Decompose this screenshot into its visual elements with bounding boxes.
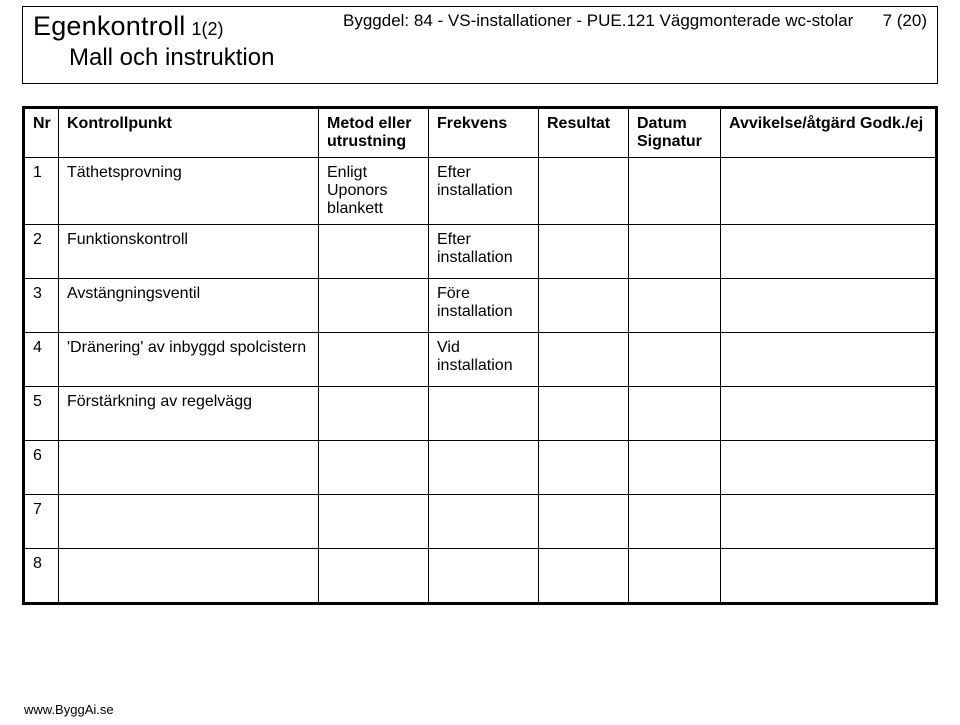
cell-metod <box>319 279 429 333</box>
page-number: 7 (20) <box>883 11 927 31</box>
cell-metod <box>319 387 429 441</box>
cell-dat <box>629 279 721 333</box>
cell-nr: 6 <box>25 441 59 495</box>
subtitle: Mall och instruktion <box>69 44 927 72</box>
cell-dat <box>629 158 721 225</box>
cell-nr: 2 <box>25 225 59 279</box>
page-root: Egenkontroll 1(2) Byggdel: 84 - VS-insta… <box>0 6 960 725</box>
cell-frek: Före installation <box>429 279 539 333</box>
cell-avv <box>721 225 936 279</box>
cell-metod <box>319 333 429 387</box>
cell-metod <box>319 549 429 603</box>
th-avvikelse: Avvikelse/åtgärd Godk./ej <box>721 109 936 158</box>
table-row: 5 Förstärkning av regelvägg <box>25 387 936 441</box>
cell-metod: Enligt Uponors blankett <box>319 158 429 225</box>
cell-avv <box>721 279 936 333</box>
th-metod: Metod eller utrustning <box>319 109 429 158</box>
cell-res <box>539 333 629 387</box>
cell-res <box>539 549 629 603</box>
cell-kp <box>59 549 319 603</box>
cell-avv <box>721 549 936 603</box>
control-table: Nr Kontrollpunkt Metod eller utrustning … <box>24 108 936 603</box>
cell-frek <box>429 549 539 603</box>
table-row: 6 <box>25 441 936 495</box>
cell-res <box>539 495 629 549</box>
cell-kp: Förstärkning av regelvägg <box>59 387 319 441</box>
table-row: 4 'Dränering' av inbyggd spolcistern Vid… <box>25 333 936 387</box>
th-kontrollpunkt: Kontrollpunkt <box>59 109 319 158</box>
cell-kp: Funktionskontroll <box>59 225 319 279</box>
cell-kp <box>59 495 319 549</box>
table-header-row: Nr Kontrollpunkt Metod eller utrustning … <box>25 109 936 158</box>
cell-kp: 'Dränering' av inbyggd spolcistern <box>59 333 319 387</box>
cell-avv <box>721 158 936 225</box>
cell-frek <box>429 387 539 441</box>
th-frekvens: Frekvens <box>429 109 539 158</box>
cell-nr: 4 <box>25 333 59 387</box>
cell-dat <box>629 495 721 549</box>
cell-nr: 1 <box>25 158 59 225</box>
th-nr: Nr <box>25 109 59 158</box>
cell-frek <box>429 441 539 495</box>
cell-res <box>539 387 629 441</box>
cell-kp: Avstängningsventil <box>59 279 319 333</box>
cell-avv <box>721 441 936 495</box>
cell-res <box>539 158 629 225</box>
cell-dat <box>629 225 721 279</box>
table-row: 2 Funktionskontroll Efter installation <box>25 225 936 279</box>
cell-avv <box>721 495 936 549</box>
cell-dat <box>629 333 721 387</box>
table-row: 7 <box>25 495 936 549</box>
cell-nr: 5 <box>25 387 59 441</box>
th-datum: Datum Signatur <box>629 109 721 158</box>
cell-res <box>539 441 629 495</box>
cell-avv <box>721 333 936 387</box>
cell-frek <box>429 495 539 549</box>
title-main: Egenkontroll <box>33 11 186 42</box>
footer-url: www.ByggAi.se <box>24 702 114 717</box>
cell-dat <box>629 549 721 603</box>
byggdel-text: Byggdel: 84 - VS-installationer - PUE.12… <box>343 11 853 31</box>
cell-nr: 8 <box>25 549 59 603</box>
cell-avv <box>721 387 936 441</box>
table-row: 8 <box>25 549 936 603</box>
cell-metod <box>319 441 429 495</box>
table-row: 1 Täthetsprovning Enligt Uponors blanket… <box>25 158 936 225</box>
cell-res <box>539 279 629 333</box>
cell-res <box>539 225 629 279</box>
title-fraction: 1(2) <box>192 19 224 40</box>
cell-metod <box>319 225 429 279</box>
cell-kp <box>59 441 319 495</box>
control-table-wrap: Nr Kontrollpunkt Metod eller utrustning … <box>22 106 938 605</box>
cell-frek: Efter installation <box>429 158 539 225</box>
header-box: Egenkontroll 1(2) Byggdel: 84 - VS-insta… <box>22 6 938 84</box>
table-row: 3 Avstängningsventil Före installation <box>25 279 936 333</box>
cell-metod <box>319 495 429 549</box>
cell-nr: 3 <box>25 279 59 333</box>
th-resultat: Resultat <box>539 109 629 158</box>
cell-frek: Vid installation <box>429 333 539 387</box>
cell-frek: Efter installation <box>429 225 539 279</box>
cell-kp: Täthetsprovning <box>59 158 319 225</box>
cell-dat <box>629 441 721 495</box>
cell-nr: 7 <box>25 495 59 549</box>
cell-dat <box>629 387 721 441</box>
